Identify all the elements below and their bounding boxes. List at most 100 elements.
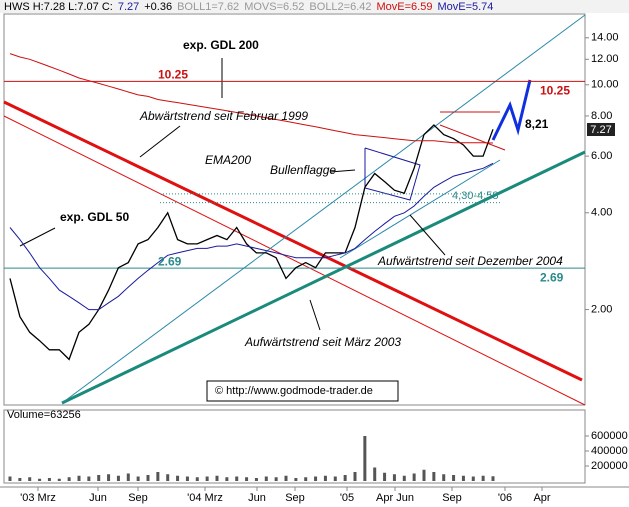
x-tick-label: Sep <box>442 492 462 504</box>
volume-bar <box>254 478 258 481</box>
volume-bar <box>481 475 485 481</box>
volume-bar <box>156 472 160 481</box>
header-item: +0.36 <box>144 1 172 13</box>
volume-bar <box>452 475 456 481</box>
volume-bar <box>77 475 81 481</box>
y-tick-label: 600000 <box>591 430 628 442</box>
header-bar <box>0 0 629 13</box>
y-tick-label: 14.00 <box>591 32 619 44</box>
level-label: 10.25 <box>158 68 188 82</box>
flag <box>439 124 506 151</box>
volume-bar <box>264 476 268 481</box>
volume-bar <box>215 475 219 481</box>
volume-bar <box>185 476 189 481</box>
x-tick-label: '05 <box>340 492 354 504</box>
volume-bar <box>333 476 337 481</box>
annotation: Aufwärtstrend seit Dezember 2004 <box>377 254 563 268</box>
annotation: Bullenflagge <box>270 163 336 177</box>
volume-bar <box>402 475 406 481</box>
plot <box>4 53 585 361</box>
level-label: 2.69 <box>540 270 564 284</box>
header-item: BOLL1=7.62 <box>177 1 239 13</box>
header-item: MovE=6.59 <box>377 1 433 13</box>
volume-bar <box>392 474 396 481</box>
volume-bar <box>136 476 140 481</box>
x-tick-label: Jun <box>248 492 266 504</box>
volume-bar <box>116 475 120 481</box>
arrow <box>329 169 356 173</box>
volume-bar <box>205 476 209 481</box>
volume-bar <box>471 476 475 481</box>
header-item: MovE=5.74 <box>437 1 493 13</box>
y-tick-label: 4.00 <box>591 207 612 219</box>
volume-bar <box>47 478 51 481</box>
volume-bar <box>235 476 239 481</box>
volume-bar <box>363 436 367 481</box>
price-line <box>9 162 494 311</box>
y-tick-label: 10.00 <box>591 79 619 91</box>
trendline <box>61 150 586 405</box>
copyright: © http://www.godmode-trader.de <box>215 385 373 397</box>
x-tick-label: Sep <box>128 492 148 504</box>
price-line <box>9 124 494 361</box>
forecast-arrow <box>491 79 532 141</box>
volume-bar <box>284 475 288 481</box>
volume-bar <box>353 472 357 481</box>
annotation: EMA200 <box>205 153 251 167</box>
price-frame <box>3 13 586 406</box>
x-tick-label: Apr <box>533 492 550 504</box>
volume-frame <box>3 409 586 484</box>
arrows <box>19 58 446 331</box>
volume-bar <box>491 476 495 481</box>
volume-bar <box>323 475 327 481</box>
y-tick-label: 200000 <box>591 460 628 472</box>
volume-bar <box>87 476 91 481</box>
volume-bar <box>195 477 199 481</box>
volume-label: Volume=63256 <box>7 409 81 421</box>
annotation: 8,21 <box>525 117 549 131</box>
trendline <box>3 115 586 406</box>
header-item: BOLL2=6.42 <box>309 1 371 13</box>
volume-bar <box>126 473 130 481</box>
arrow <box>139 125 181 158</box>
x-tick-label: '04 Mrz <box>187 492 223 504</box>
arrow <box>19 227 56 247</box>
x-tick-label: Sep <box>285 492 305 504</box>
trendline <box>3 100 583 382</box>
header: HWS H:7.28 L:7.07 C: 7.27 +0.36 BOLL1=7.62 M… <box>4 1 493 13</box>
arrow <box>309 299 321 331</box>
y-tick-label: 8.00 <box>591 110 612 122</box>
level-label: 10.25 <box>540 84 570 98</box>
price-line <box>9 53 494 144</box>
volume-bar <box>461 475 465 481</box>
volume-bar <box>343 475 347 481</box>
header-item: HWS H:7.28 L:7.07 C: <box>4 1 113 13</box>
volume-bar <box>422 469 426 481</box>
y-tick-label: 2.00 <box>591 303 612 315</box>
volume-bar <box>314 476 318 481</box>
x-tick-label: '06 <box>498 492 512 504</box>
volume-bar <box>245 477 249 481</box>
volume-bar <box>146 475 150 481</box>
arrow <box>409 214 446 256</box>
volume-bar <box>57 478 61 481</box>
annotation: exp. GDL 50 <box>60 210 129 224</box>
volume-bar <box>412 473 416 481</box>
volume-bar <box>8 476 12 481</box>
header-item: MOVS=6.52 <box>244 1 304 13</box>
x-tick-label: '03 Mrz <box>20 492 56 504</box>
volume-bar <box>18 478 22 481</box>
level-label: 2.69 <box>158 254 182 268</box>
x-tick-label: Apr Jun <box>376 492 414 504</box>
x-tick-label: Jun <box>89 492 107 504</box>
volume-bar <box>67 477 71 481</box>
volume-bar <box>294 478 298 481</box>
volume-bar <box>176 475 180 481</box>
volume-bar <box>383 472 387 481</box>
annotation: Aufwärtstrend seit März 2003 <box>244 335 401 349</box>
volume-bar <box>166 474 170 481</box>
volume-bar <box>225 477 229 481</box>
y-tick-label: 400000 <box>591 445 628 457</box>
